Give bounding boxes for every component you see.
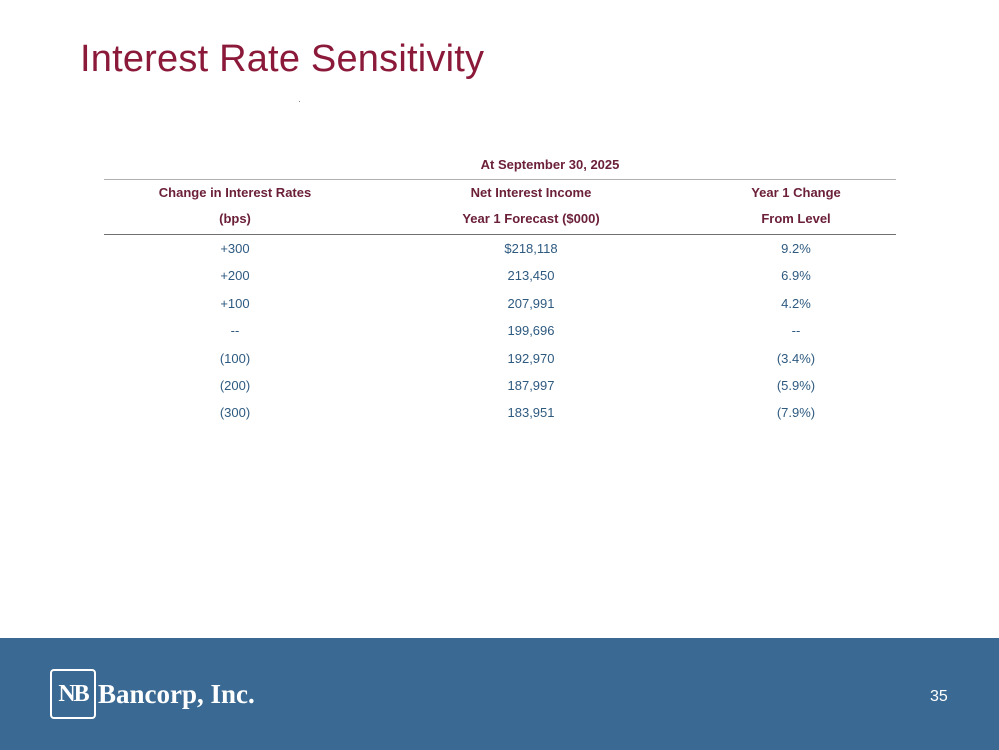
cell-change-from-level: 6.9% xyxy=(781,268,811,284)
cell-nii-forecast: 199,696 xyxy=(507,323,555,339)
rate-sensitivity-table: At September 30, 2025 Change in Interest… xyxy=(104,151,896,427)
cell-change-from-level: 4.2% xyxy=(781,295,811,311)
cell-rate-change: (300) xyxy=(219,405,251,421)
header-row-1: Change in Interest Rates Net Interest In… xyxy=(104,180,896,206)
cell-rate-change: -- xyxy=(230,323,240,339)
cell-nii-forecast: $218,118 xyxy=(504,241,558,256)
table-body: +300 $218,118 9.2% +200 213,450 6.9% +10… xyxy=(104,235,896,427)
logo-mark: NB xyxy=(50,669,96,719)
cell-change-from-level: (3.4%) xyxy=(776,350,816,366)
table-header: Change in Interest Rates Net Interest In… xyxy=(104,180,896,234)
cell-rate-change: +200 xyxy=(220,268,250,284)
header-nii: Net Interest Income xyxy=(470,185,592,200)
cell-change-from-level: (5.9%) xyxy=(776,377,816,393)
table-row: -- 199,696 -- xyxy=(104,317,896,344)
header-nii-forecast: Year 1 Forecast ($000) xyxy=(462,211,600,226)
header-top-rule xyxy=(104,179,896,180)
company-logo: NB Bancorp, Inc. xyxy=(50,669,255,719)
cell-nii-forecast: 207,991 xyxy=(507,295,555,311)
cell-rate-change: (100) xyxy=(219,350,251,366)
header-bottom-rule xyxy=(104,234,896,235)
table-row: (200) 187,997 (5.9%) xyxy=(104,372,896,399)
cell-nii-forecast: 183,951 xyxy=(507,405,555,421)
cell-nii-forecast: 213,450 xyxy=(507,268,555,284)
cell-rate-change: (200) xyxy=(219,377,251,393)
logo-wordmark: Bancorp, Inc. xyxy=(98,678,255,709)
page-number: 35 xyxy=(930,688,948,705)
cell-change-from-level: (7.9%) xyxy=(776,405,816,421)
page-title: Interest Rate Sensitivity xyxy=(80,38,485,80)
period-header: At September 30, 2025 xyxy=(480,157,620,172)
cell-rate-change: +300 xyxy=(220,241,250,256)
cell-rate-change: +100 xyxy=(220,295,250,311)
table-row: +300 $218,118 9.2% xyxy=(104,235,896,262)
stray-dot xyxy=(299,101,300,102)
header-year1-change: Year 1 Change xyxy=(751,185,841,200)
cell-nii-forecast: 192,970 xyxy=(507,350,555,366)
table-row: +100 207,991 4.2% xyxy=(104,290,896,317)
header-rate-change: Change in Interest Rates xyxy=(158,185,312,200)
cell-change-from-level: 9.2% xyxy=(781,241,811,256)
header-from-level: From Level xyxy=(761,211,831,226)
cell-nii-forecast: 187,997 xyxy=(507,377,555,393)
header-rate-change-unit: (bps) xyxy=(219,211,251,226)
table-row: +200 213,450 6.9% xyxy=(104,262,896,289)
table-row: (300) 183,951 (7.9%) xyxy=(104,399,896,426)
header-row-2: (bps) Year 1 Forecast ($000) From Level xyxy=(104,206,896,232)
cell-change-from-level: -- xyxy=(791,323,801,339)
table-row: (100) 192,970 (3.4%) xyxy=(104,345,896,372)
footer-band xyxy=(0,638,999,750)
